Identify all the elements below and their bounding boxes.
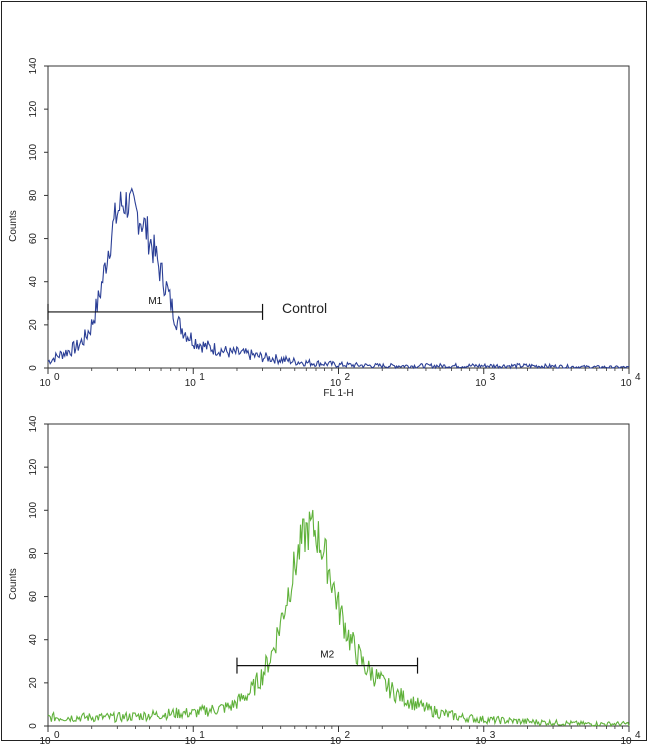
x-tick-label-base: 10 xyxy=(185,736,197,744)
x-tick-label-exponent: 2 xyxy=(345,372,351,383)
control-annotation: Control xyxy=(282,300,327,316)
x-tick-label-base: 10 xyxy=(330,736,342,744)
x-tick-label-base: 10 xyxy=(475,378,487,389)
x-tick-label-base: 10 xyxy=(475,736,487,744)
x-tick-label-exponent: 4 xyxy=(635,730,641,741)
x-tick-label-base: 10 xyxy=(620,378,632,389)
x-tick-label-base: 10 xyxy=(330,378,342,389)
y-tick-label: 120 xyxy=(28,100,39,117)
plot-area-control xyxy=(47,65,630,369)
y-ticks-sample: 0 20 40 60 80 100 120 140 xyxy=(28,415,48,729)
x-tick-label-exponent: 0 xyxy=(54,730,60,741)
y-tick-label: 20 xyxy=(28,319,39,331)
y-tick-label: 60 xyxy=(28,233,39,245)
panel-control: Counts FL 1-H Control 020406080100120140… xyxy=(8,57,641,399)
x-tick-label-exponent: 1 xyxy=(199,730,205,741)
gate-markers-sample: M2 xyxy=(236,650,419,674)
x-axis-title-control: FL 1-H xyxy=(323,388,353,399)
y-axis-title-control: Counts xyxy=(8,210,19,242)
gate-label: M2 xyxy=(320,650,334,661)
y-ticks-control: 0 20 40 60 80 100 120 140 xyxy=(28,57,48,371)
x-tick-label-exponent: 4 xyxy=(635,372,641,383)
y-tick-label: 120 xyxy=(28,458,39,475)
y-tick-label: 100 xyxy=(28,502,39,519)
y-tick-label: 80 xyxy=(28,547,39,559)
x-tick-label-exponent: 3 xyxy=(490,730,496,741)
x-tick-label-base: 10 xyxy=(39,378,51,389)
y-tick-label: 140 xyxy=(28,57,39,74)
y-tick-label: 60 xyxy=(28,591,39,603)
y-tick-label: 80 xyxy=(28,189,39,201)
x-tick-label-base: 10 xyxy=(185,378,197,389)
x-tick-label-exponent: 3 xyxy=(490,372,496,383)
y-tick-label: 0 xyxy=(28,723,39,729)
plot-area-sample xyxy=(47,423,630,727)
y-tick-label: 140 xyxy=(28,415,39,432)
x-tick-label-base: 10 xyxy=(620,736,632,744)
gate-markers-control: M1 xyxy=(47,296,264,320)
y-tick-label: 100 xyxy=(28,144,39,161)
y-axis-title-sample: Counts xyxy=(8,568,19,600)
y-tick-label: 0 xyxy=(28,365,39,371)
histogram-series-control xyxy=(47,187,630,370)
gate-label: M1 xyxy=(148,296,162,307)
x-tick-label-exponent: 0 xyxy=(54,372,60,383)
y-tick-label: 20 xyxy=(28,677,39,689)
histogram-series-sample xyxy=(47,509,630,728)
x-tick-label-exponent: 2 xyxy=(345,730,351,741)
x-tick-label-exponent: 1 xyxy=(199,372,205,383)
y-tick-label: 40 xyxy=(28,634,39,646)
y-tick-label: 40 xyxy=(28,276,39,288)
x-tick-label-base: 10 xyxy=(39,736,51,744)
